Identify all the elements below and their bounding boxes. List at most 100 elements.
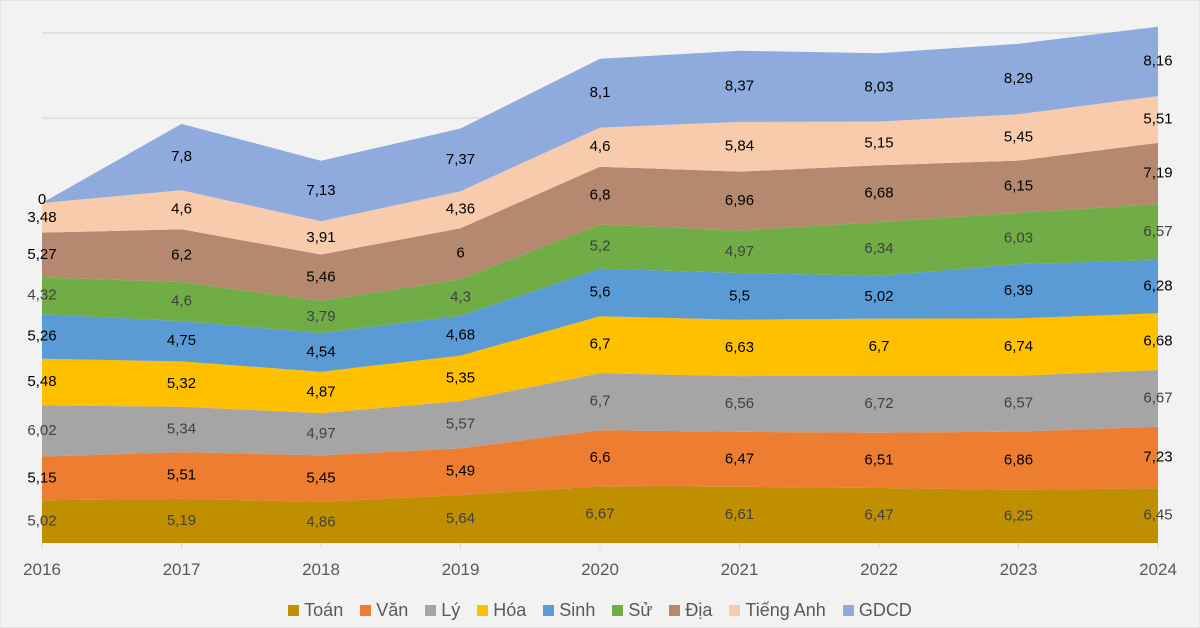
legend-label: GDCD: [858, 600, 912, 620]
x-tick-label: 2021: [721, 560, 759, 579]
data-label: 6,7: [869, 338, 890, 355]
data-label: 6,74: [1004, 338, 1033, 355]
data-label: 5,02: [27, 513, 56, 530]
legend-swatch-icon: [477, 605, 489, 616]
data-label: 6,67: [585, 506, 614, 523]
data-label: 4,86: [306, 513, 335, 530]
data-label: 6,03: [1004, 229, 1033, 246]
legend-label: Tiếng Anh: [745, 600, 826, 620]
x-tick-label: 2018: [302, 560, 340, 579]
x-tick-label: 2017: [163, 560, 201, 579]
data-label: 4,6: [171, 292, 192, 309]
data-label: 5,45: [306, 469, 335, 486]
legend-item[interactable]: Sử: [612, 600, 652, 621]
legend-label: Hóa: [493, 600, 527, 620]
legend-item[interactable]: GDCD: [842, 600, 912, 621]
data-label: 6,67: [1143, 389, 1172, 406]
data-label: 4,97: [306, 425, 335, 442]
data-label: 5,51: [1143, 110, 1172, 127]
area-series[interactable]: [42, 96, 1158, 255]
data-label: 6,45: [1143, 507, 1172, 524]
legend-item[interactable]: Lý: [425, 600, 460, 621]
x-axis-labels: 2016 2017 2018 2019 2020 2021 2022 2023 2024: [23, 560, 1177, 579]
data-label: 8,29: [1004, 70, 1033, 87]
area-series[interactable]: [42, 313, 1158, 414]
data-label: 7,23: [1143, 448, 1172, 465]
data-label: 7,37: [446, 151, 475, 168]
data-label: 5,46: [306, 269, 335, 286]
data-label: 7,19: [1143, 164, 1172, 181]
data-label: 4,3: [450, 288, 471, 305]
legend-item[interactable]: Sinh: [543, 600, 595, 621]
data-label: 6: [456, 245, 464, 262]
data-label: 3,91: [306, 229, 335, 246]
data-label: 8,1: [590, 84, 611, 101]
data-label: 5,49: [446, 463, 475, 480]
data-label: 5,48: [27, 373, 56, 390]
data-label: 5,35: [446, 369, 475, 386]
x-tick-label: 2020: [581, 560, 619, 579]
data-label: 6,02: [27, 422, 56, 439]
legend-item[interactable]: Toán: [288, 600, 343, 621]
area-series[interactable]: [42, 142, 1158, 301]
x-tick-label: 2016: [23, 560, 61, 579]
data-label: 6,8: [590, 187, 611, 204]
data-label: 6,2: [171, 247, 192, 264]
data-label: 6,39: [1004, 282, 1033, 299]
legend-swatch-icon: [288, 605, 300, 616]
data-label: 4,6: [171, 201, 192, 218]
legend-label: Sinh: [559, 600, 596, 620]
legend-label: Sử: [628, 600, 653, 620]
legend-swatch-icon: [425, 605, 437, 616]
data-label: 4,75: [167, 332, 196, 349]
data-label: 4,87: [306, 383, 335, 400]
x-tick-label: 2024: [1139, 560, 1177, 579]
legend-label: Văn: [376, 600, 409, 620]
data-label: 5,84: [725, 138, 754, 155]
data-label: 6,7: [590, 336, 611, 353]
legend-swatch-icon: [612, 605, 624, 616]
legend-item[interactable]: Hóa: [477, 600, 526, 621]
data-label: 4,97: [725, 243, 754, 260]
data-label: 0: [38, 191, 46, 208]
area-series[interactable]: [42, 426, 1158, 502]
data-label: 6,47: [725, 450, 754, 467]
x-axis-ticks: [41, 543, 1159, 549]
legend-item[interactable]: Văn: [360, 600, 408, 621]
area-series[interactable]: [42, 259, 1158, 372]
legend-item[interactable]: Địa: [669, 600, 712, 621]
data-label: 8,03: [864, 78, 893, 95]
data-label: 5,02: [864, 288, 893, 305]
area-series[interactable]: [42, 486, 1158, 543]
data-label: 5,5: [729, 287, 750, 304]
area-series[interactable]: [42, 204, 1158, 334]
data-label: 5,15: [864, 134, 893, 151]
x-tick-label: 2023: [1000, 560, 1038, 579]
data-label: 6,68: [1143, 333, 1172, 350]
legend-swatch-icon: [669, 605, 681, 616]
data-label: 6,57: [1004, 395, 1033, 412]
data-label: 6,6: [590, 449, 611, 466]
data-label: 5,26: [27, 327, 56, 344]
area-series[interactable]: [42, 370, 1158, 457]
data-labels: 5,02 5,19 4,86 5,64 6,67 6,61 6,47 6,25 6,45 5,15…: [27, 52, 1172, 530]
legend-item[interactable]: Tiếng Anh: [729, 600, 826, 621]
data-label: 8,16: [1143, 52, 1172, 69]
legend-swatch-icon: [842, 605, 854, 616]
data-label: 6,51: [864, 451, 893, 468]
legend-swatch-icon: [729, 605, 741, 616]
data-label: 4,32: [27, 287, 56, 304]
legend-label: Toán: [304, 600, 344, 620]
data-label: 5,6: [590, 283, 611, 300]
legend-swatch-icon: [360, 605, 372, 616]
data-label: 8,37: [725, 77, 754, 94]
data-label: 6,63: [725, 339, 754, 356]
data-label: 4,6: [590, 138, 611, 155]
legend-label: Địa: [685, 600, 713, 620]
data-label: 5,45: [1004, 128, 1033, 145]
data-label: 4,54: [306, 343, 335, 360]
legend: Toán Văn Lý Hóa Sinh Sử Địa Tiếng Anh GDCD: [0, 600, 1200, 621]
area-series[interactable]: [42, 26, 1158, 222]
area-series-group: [42, 26, 1158, 543]
data-label: 6,28: [1143, 278, 1172, 295]
